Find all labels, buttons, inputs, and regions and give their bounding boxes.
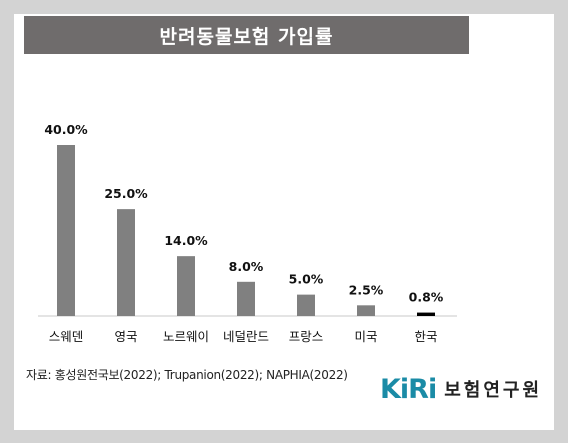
value-label-2: 25.0% [104, 186, 148, 201]
bar-4 [237, 281, 255, 316]
value-label-1: 40.0% [44, 122, 88, 137]
source-note: 자료: 홍성원전국보(2022); Trupanion(2022); NAPHI… [26, 368, 348, 382]
category-label-6: 미국 [354, 329, 377, 344]
value-label-3: 14.0% [164, 233, 208, 248]
category-label-5: 프랑스 [289, 329, 324, 344]
kiri-logo: KiRi 보험연구원 [380, 374, 542, 404]
chart-card: 반려동물보험 가입률 [14, 14, 554, 430]
category-label-1: 스웨덴 [49, 329, 84, 344]
category-label-7: 한국 [414, 329, 437, 344]
logo-mark: KiRi [380, 373, 437, 405]
bar-5 [297, 294, 315, 316]
logo-name: 보험연구원 [444, 380, 543, 401]
value-label-4: 8.0% [229, 259, 264, 274]
category-label-4: 네덜란드 [223, 329, 269, 344]
bar-1 [57, 145, 75, 316]
bar-2 [117, 209, 135, 316]
value-label-6: 2.5% [349, 282, 384, 297]
value-label-7: 0.8% [409, 290, 444, 305]
bar-3 [177, 256, 195, 316]
category-label-3: 노르웨이 [163, 329, 209, 344]
chart-title: 반려동물보험 가입률 [159, 25, 334, 48]
title-bar: 반려동물보험 가입률 [24, 16, 469, 54]
bar-7 [417, 312, 435, 316]
category-label-2: 영국 [114, 329, 137, 344]
bar-6 [357, 305, 375, 316]
value-label-5: 5.0% [289, 272, 324, 287]
